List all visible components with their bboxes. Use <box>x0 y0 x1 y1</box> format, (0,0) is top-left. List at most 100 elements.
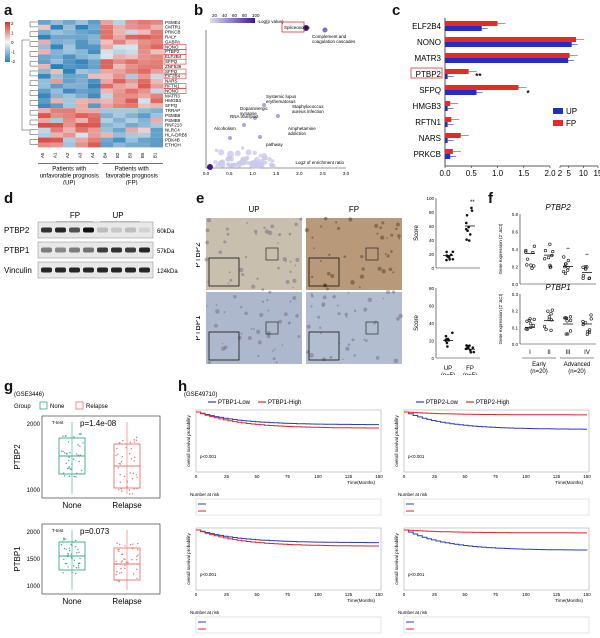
ihc-speck <box>225 227 229 231</box>
ihc-speck <box>263 226 266 230</box>
data-point <box>68 466 70 468</box>
bar-up <box>445 26 482 31</box>
data-point <box>120 488 122 490</box>
ihc-speck <box>205 228 210 233</box>
survival-curve-high <box>196 411 379 429</box>
data-point <box>65 538 67 540</box>
data-point <box>129 493 131 495</box>
heatmap-cell <box>125 108 138 114</box>
enrichment-point <box>227 150 234 158</box>
colorbar-tick: 60 <box>232 13 238 18</box>
x-tick: 0 <box>403 592 406 597</box>
ihc-speck <box>292 296 297 301</box>
data-point <box>116 570 118 573</box>
risk-table <box>195 498 382 516</box>
heatmap-cell <box>38 39 51 45</box>
gene-label: GABPA <box>165 39 180 44</box>
heatmap-cell <box>88 83 101 89</box>
heatmap-cell <box>125 29 138 35</box>
heatmap-cell <box>63 83 76 89</box>
data-point <box>71 463 73 465</box>
blot-size-label: 60kDa <box>157 229 175 235</box>
data-point <box>121 560 123 562</box>
data-point <box>124 564 126 567</box>
term-label: Spliceosome <box>284 25 310 30</box>
ihc-speck <box>289 270 292 273</box>
gene-label: ZNF536 <box>165 64 182 69</box>
heatmap-cell <box>113 29 126 35</box>
bar-fp <box>445 37 577 42</box>
heatmap-cell <box>75 20 88 25</box>
data-point <box>531 250 535 255</box>
heatmap-cell <box>125 73 138 79</box>
y-axis-label: overall survival probability <box>186 532 191 584</box>
heatmap-cell <box>88 64 101 69</box>
data-point <box>131 493 134 495</box>
ihc-speck <box>382 297 385 300</box>
data-point <box>79 562 81 565</box>
enrichment-point <box>271 159 275 163</box>
data-point <box>80 469 83 472</box>
ihc-speck <box>323 283 327 288</box>
heatmap-cell <box>138 59 151 65</box>
legend-swatch-relapse <box>75 401 84 410</box>
heatmap-cell <box>125 34 138 40</box>
term-label: pathway <box>266 142 284 147</box>
heatmap-cell <box>88 98 101 104</box>
ihc-speck <box>374 320 377 323</box>
heatmap-cell <box>38 142 51 148</box>
dataset-label: (GSE49710) <box>184 392 217 398</box>
risk-table <box>195 616 382 634</box>
data-point <box>136 577 138 580</box>
score-scatter-e: 020406080100Score**020406080ScoreUP(n=5)… <box>414 196 480 375</box>
group-label: Early <box>532 362 546 368</box>
data-point <box>542 324 547 329</box>
colorbar-tick: 80 <box>242 13 248 18</box>
enrichment-point <box>258 135 262 139</box>
ihc-speck <box>397 234 401 238</box>
ihc-speck <box>267 230 273 236</box>
ihc-speck <box>221 342 224 345</box>
ihc-speck <box>250 327 253 330</box>
bar-chart-c: 0.0 0.5 1.0 1.5 2.025 10 15 ELF2B4 NONO MATR3 PTBP… <box>410 18 600 178</box>
heatmap-cell <box>38 24 51 30</box>
data-point <box>78 567 80 569</box>
ihc-speck <box>373 322 376 325</box>
heatmap-cell <box>75 69 88 74</box>
heatmap-cell <box>138 118 151 123</box>
heatmap-cell <box>125 59 138 65</box>
ihc-speck <box>353 354 356 357</box>
data-point <box>128 452 131 455</box>
data-point <box>79 557 81 560</box>
data-point <box>532 244 536 248</box>
data-point <box>121 553 123 556</box>
test-label: T-test <box>52 420 64 425</box>
blot-band <box>125 227 136 233</box>
heatmap-cell <box>150 44 163 50</box>
enrichment-point <box>276 114 280 118</box>
data-point <box>549 328 553 333</box>
data-point <box>65 435 67 437</box>
heatmap-cell <box>50 137 63 143</box>
data-point <box>466 229 469 232</box>
ihc-speck <box>347 343 351 346</box>
ihc-speck <box>278 319 283 324</box>
ihc-speck <box>259 312 264 318</box>
subplot-title: PTBP2 <box>545 203 571 212</box>
heatmap-cell <box>113 142 126 148</box>
category-label: SFPQ <box>419 86 441 95</box>
heatmap-cell <box>38 113 51 118</box>
data-point <box>129 441 131 444</box>
ihc-speck <box>377 266 382 271</box>
category-label: II <box>547 350 551 356</box>
ihc-speck <box>388 267 393 272</box>
heatmap-cell <box>88 73 101 79</box>
ihc-speck <box>392 271 395 274</box>
data-point <box>63 452 66 454</box>
data-point <box>116 542 118 545</box>
ihc-speck <box>375 356 380 360</box>
ihc-speck <box>221 346 226 351</box>
enrichment-point <box>252 150 257 155</box>
ihc-speck <box>275 361 278 364</box>
heatmap-cell <box>113 39 126 45</box>
